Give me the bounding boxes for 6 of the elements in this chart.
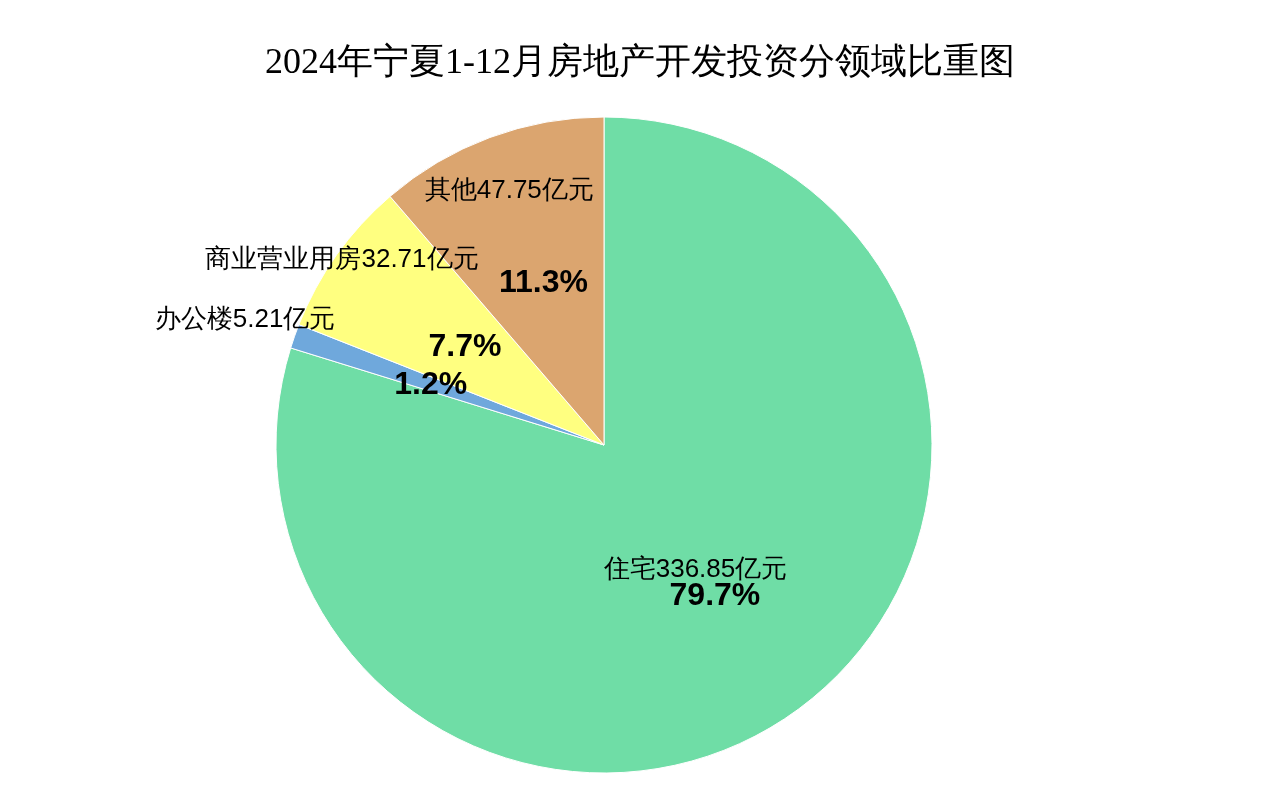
chart-title: 2024年宁夏1-12月房地产开发投资分领域比重图 [265,41,1015,81]
data-label: 11.3% [499,263,588,300]
data-label: 7.7% [428,327,502,364]
slice-label: 其他47.75亿元 [424,173,594,204]
slice-label: 办公楼5.21亿元 [154,302,336,333]
slice-label: 商业营业用房32.71亿元 [205,242,479,273]
